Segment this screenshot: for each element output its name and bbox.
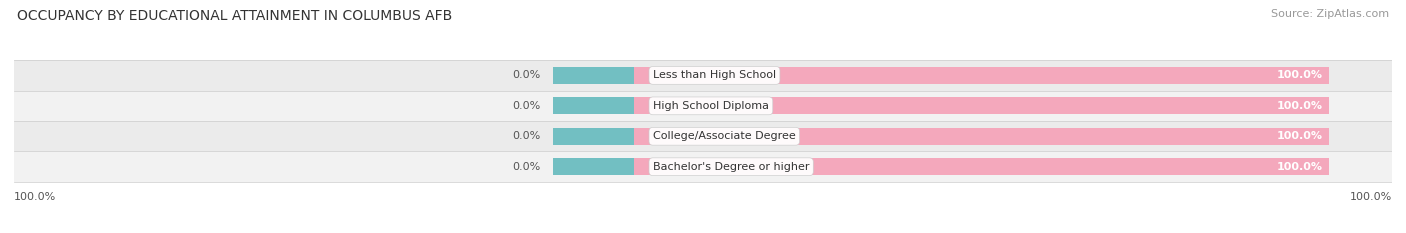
- Text: 0.0%: 0.0%: [512, 131, 540, 141]
- Text: 0.0%: 0.0%: [512, 70, 540, 80]
- Bar: [634, 67, 1329, 84]
- Text: 100.0%: 100.0%: [1350, 192, 1392, 202]
- Bar: [553, 67, 634, 84]
- Text: Bachelor's Degree or higher: Bachelor's Degree or higher: [652, 162, 810, 172]
- Text: High School Diploma: High School Diploma: [652, 101, 769, 111]
- Text: Source: ZipAtlas.com: Source: ZipAtlas.com: [1271, 9, 1389, 19]
- Text: 100.0%: 100.0%: [1277, 162, 1323, 172]
- Bar: [14, 121, 1392, 151]
- Bar: [553, 128, 634, 145]
- Text: College/Associate Degree: College/Associate Degree: [652, 131, 796, 141]
- Bar: [634, 97, 1329, 114]
- Text: 0.0%: 0.0%: [512, 162, 540, 172]
- Bar: [14, 60, 1392, 91]
- Bar: [553, 97, 634, 114]
- Text: 100.0%: 100.0%: [1277, 101, 1323, 111]
- Bar: [634, 158, 1329, 175]
- Text: OCCUPANCY BY EDUCATIONAL ATTAINMENT IN COLUMBUS AFB: OCCUPANCY BY EDUCATIONAL ATTAINMENT IN C…: [17, 9, 453, 23]
- Bar: [634, 128, 1329, 145]
- Text: 100.0%: 100.0%: [1277, 131, 1323, 141]
- Bar: [14, 151, 1392, 182]
- Text: Less than High School: Less than High School: [652, 70, 776, 80]
- Text: 100.0%: 100.0%: [14, 192, 56, 202]
- Text: 100.0%: 100.0%: [1277, 70, 1323, 80]
- Bar: [14, 91, 1392, 121]
- Bar: [553, 158, 634, 175]
- Text: 0.0%: 0.0%: [512, 101, 540, 111]
